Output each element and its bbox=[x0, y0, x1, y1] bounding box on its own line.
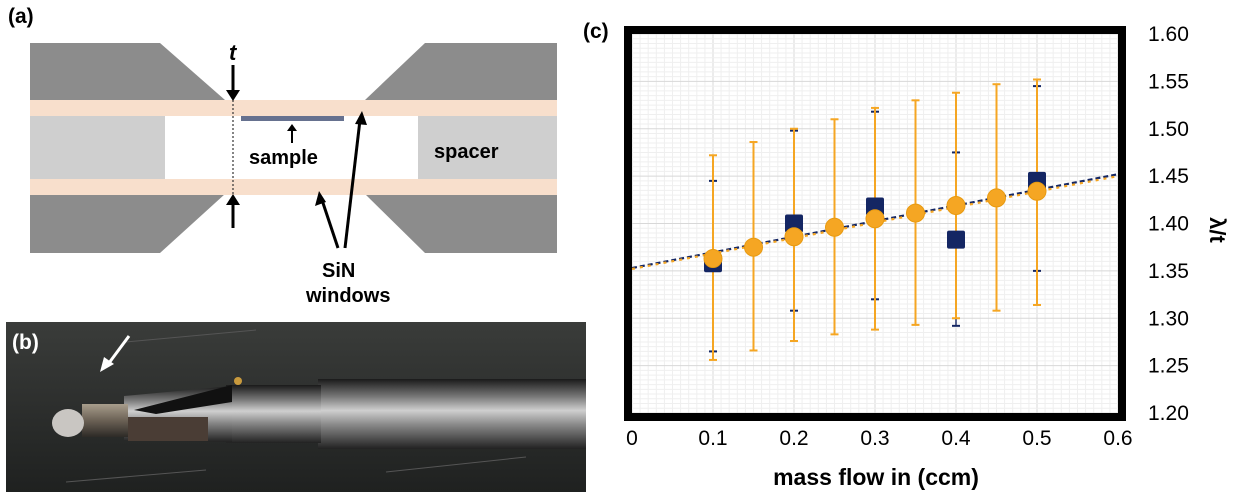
chart-svg: 0 0.1 0.2 0.3 0.4 0.5 0.6 1.20 1.25 1.30 1.35 1.40 1… bbox=[624, 23, 1230, 490]
data-point-circle bbox=[703, 249, 723, 269]
thickness-label: t bbox=[229, 40, 238, 65]
x-tick-label: 0.5 bbox=[1022, 427, 1051, 450]
panel-b-label: (b) bbox=[12, 331, 39, 354]
y-tick-label: 1.40 bbox=[1148, 213, 1189, 236]
arrow-pointer-icon bbox=[100, 357, 114, 372]
data-point-square bbox=[947, 230, 965, 249]
windows-label-line2: windows bbox=[305, 285, 390, 307]
surface-scratch bbox=[65, 329, 527, 483]
windows-label-line1: SiN bbox=[322, 260, 355, 282]
sin-window-bottom bbox=[30, 179, 557, 195]
cell-body-bottom-left bbox=[30, 194, 225, 253]
holder-tip-end bbox=[52, 409, 84, 437]
x-tick-label: 0.1 bbox=[698, 427, 727, 450]
panel-c-label: (c) bbox=[583, 20, 609, 43]
windows-arrow-2 bbox=[343, 119, 362, 249]
panel-b-photo: (b) bbox=[6, 322, 586, 492]
x-tick-label: 0.6 bbox=[1103, 427, 1132, 450]
spacer-right bbox=[418, 116, 557, 179]
windows-arrow-1 bbox=[320, 199, 340, 249]
sample-bar bbox=[241, 116, 344, 121]
sin-window-top bbox=[30, 100, 557, 116]
x-tick-label: 0.2 bbox=[779, 427, 808, 450]
spacer-left bbox=[30, 116, 165, 179]
cell-body-top-right bbox=[365, 43, 557, 100]
holder-rod-middle bbox=[226, 385, 321, 443]
holder-clip bbox=[128, 417, 208, 441]
panel-a-label: (a) bbox=[8, 5, 34, 28]
x-tick-label: 0.3 bbox=[860, 427, 889, 450]
y-tick-label: 1.20 bbox=[1148, 402, 1189, 425]
data-point-square bbox=[785, 214, 803, 233]
panel-c-chart: 0 0.1 0.2 0.3 0.4 0.5 0.6 1.20 1.25 1.30 1.35 1.40 1… bbox=[583, 0, 1245, 494]
data-point-circle bbox=[744, 237, 763, 257]
panel-a-schematic: t sample spacer SiN windows (a) bbox=[0, 0, 600, 315]
y-tick-label: 1.35 bbox=[1148, 260, 1189, 283]
spacer-label: spacer bbox=[434, 141, 499, 163]
data-point-circle bbox=[1027, 181, 1047, 201]
y-tick-label: 1.50 bbox=[1148, 118, 1189, 141]
holder-tip-dark-bevel bbox=[134, 385, 232, 414]
holder-rod-main bbox=[318, 379, 586, 449]
windows-arrowhead-1 bbox=[315, 191, 326, 206]
holder-window-block bbox=[82, 404, 128, 437]
thickness-arrowhead-top bbox=[226, 90, 240, 101]
data-point-circle bbox=[987, 188, 1006, 208]
data-point-circle bbox=[946, 195, 966, 215]
holder-screw bbox=[234, 377, 242, 385]
chart-points bbox=[703, 171, 1047, 273]
pointer-arrow-line bbox=[107, 335, 131, 364]
cell-body-top-left bbox=[30, 43, 225, 100]
x-axis-label: mass flow in (ccm) bbox=[773, 464, 979, 490]
y-tick-label: 1.25 bbox=[1148, 355, 1189, 378]
sample-label: sample bbox=[249, 147, 318, 169]
thickness-arrowhead-bottom bbox=[226, 194, 240, 205]
y-tick-label: 1.60 bbox=[1148, 23, 1189, 46]
plot-frame bbox=[624, 26, 1126, 421]
data-point-circle bbox=[825, 217, 844, 237]
y-tick-label: 1.55 bbox=[1148, 70, 1189, 93]
data-point-circle bbox=[865, 209, 885, 229]
schematic-svg: t sample spacer SiN windows bbox=[30, 40, 557, 307]
windows-arrowhead-2 bbox=[355, 111, 367, 125]
x-tick-label: 0 bbox=[626, 427, 638, 450]
chart-tick-labels: 0 0.1 0.2 0.3 0.4 0.5 0.6 1.20 1.25 1.30 1.35 1.40 1… bbox=[626, 23, 1189, 450]
y-tick-label: 1.45 bbox=[1148, 165, 1189, 188]
data-point-circle bbox=[784, 227, 804, 247]
y-tick-label: 1.30 bbox=[1148, 307, 1189, 330]
cell-body-bottom-right bbox=[365, 194, 557, 253]
x-tick-label: 0.4 bbox=[941, 427, 971, 450]
data-point-circle bbox=[906, 203, 925, 223]
holder-photo-svg bbox=[6, 322, 586, 492]
sample-arrowhead bbox=[287, 124, 297, 131]
y-axis-label: λ/t bbox=[1205, 217, 1230, 243]
